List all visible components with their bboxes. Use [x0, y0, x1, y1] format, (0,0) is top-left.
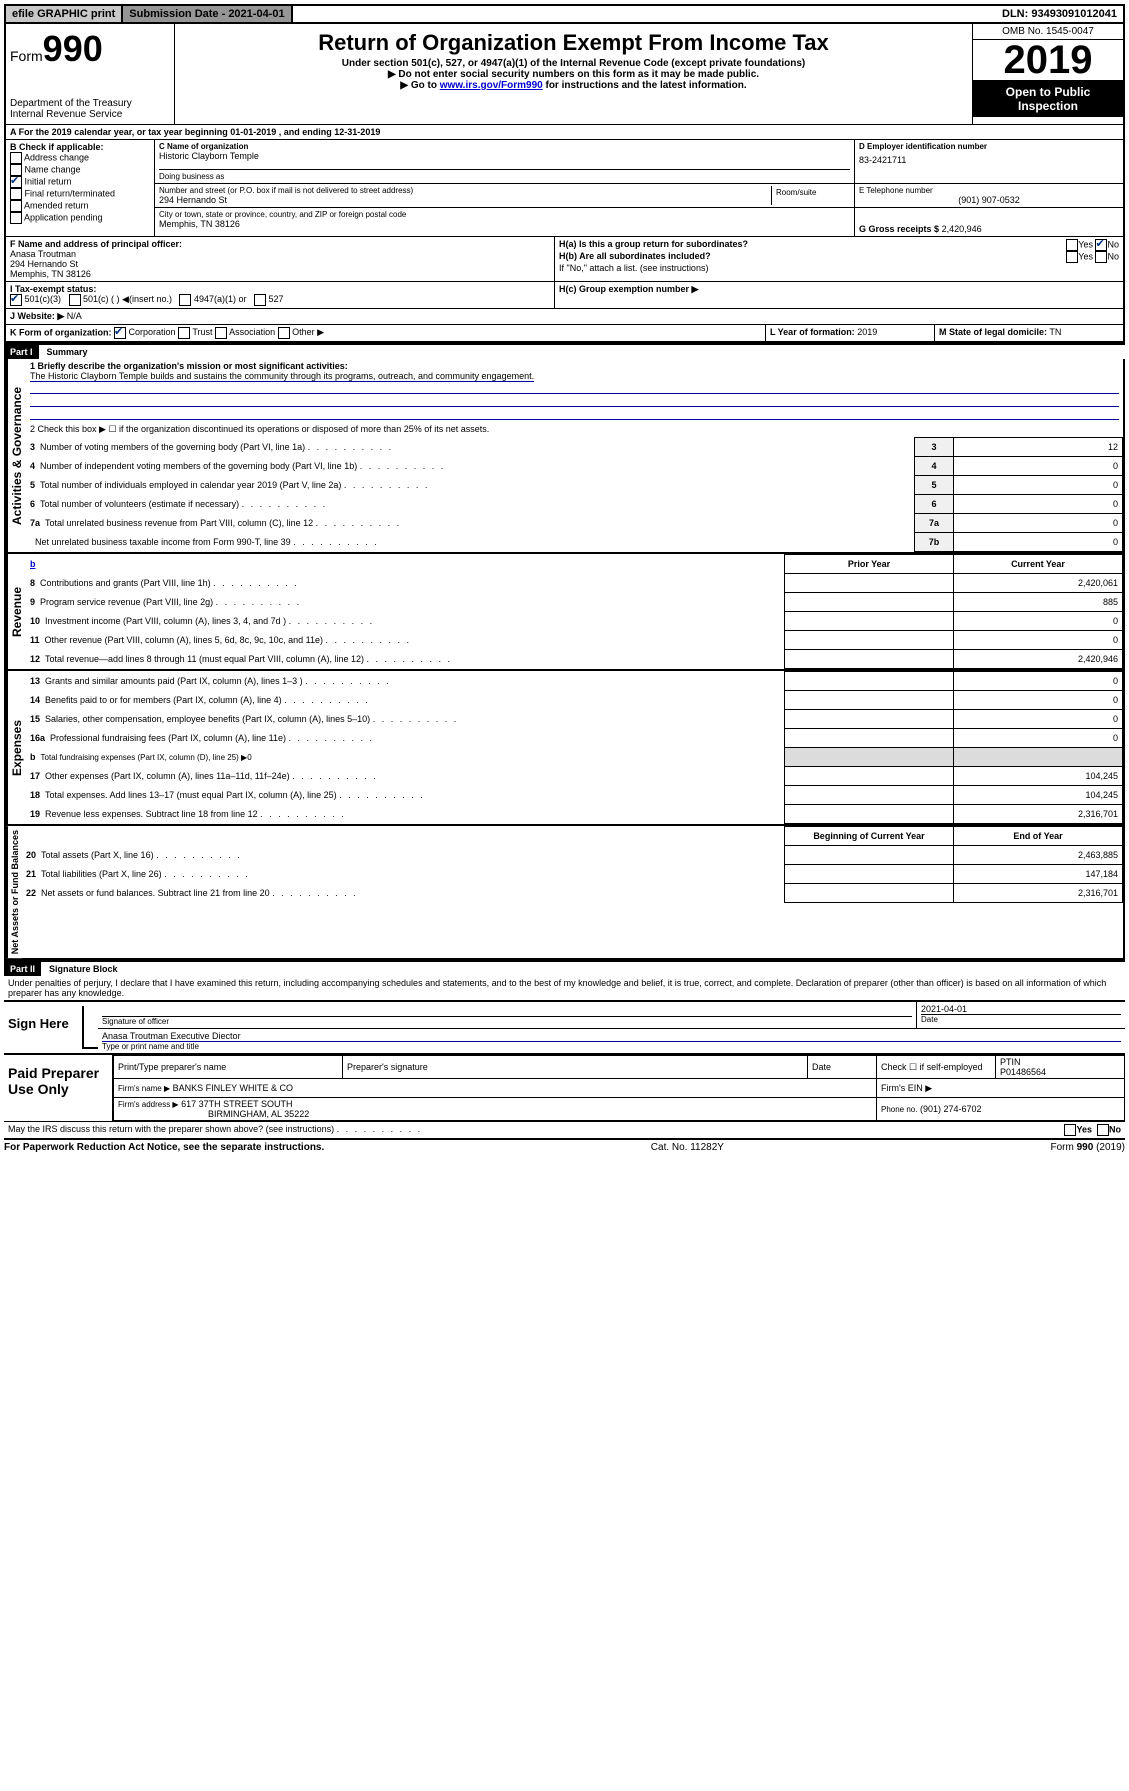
submission-date: Submission Date - 2021-04-01	[123, 6, 292, 22]
org-form-option[interactable]: Trust	[178, 327, 215, 337]
form-title: Return of Organization Exempt From Incom…	[179, 30, 968, 56]
side-governance: Activities & Governance	[6, 359, 26, 552]
checkbox-initial-return[interactable]: Initial return	[10, 176, 150, 188]
part2-header: Part II Signature Block	[4, 960, 1125, 976]
box-f: F Name and address of principal officer:…	[6, 237, 555, 281]
box-c-address: Number and street (or P.O. box if mail i…	[155, 184, 855, 207]
table-row: 10 Investment income (Part VIII, column …	[26, 612, 1123, 631]
table-row: 12 Total revenue—add lines 8 through 11 …	[26, 650, 1123, 669]
form-header: Form990 Department of the Treasury Inter…	[4, 24, 1125, 124]
box-j: J Website: ▶ N/A	[6, 309, 1123, 325]
instructions-link-line: ▶ Go to www.irs.gov/Form990 for instruct…	[179, 80, 968, 91]
expenses-table: 13 Grants and similar amounts paid (Part…	[26, 671, 1123, 824]
table-row: 19 Revenue less expenses. Subtract line …	[26, 805, 1123, 824]
net-assets-table: Beginning of Current YearEnd of Year20 T…	[22, 826, 1123, 903]
checkbox-address-change[interactable]: Address change	[10, 152, 150, 164]
tax-status-option[interactable]: 501(c)(3)	[10, 294, 69, 304]
table-row: 15 Salaries, other compensation, employe…	[26, 710, 1123, 729]
ssn-note: Do not enter social security numbers on …	[179, 69, 968, 80]
checkbox-name-change[interactable]: Name change	[10, 164, 150, 176]
table-row: b Total fundraising expenses (Part IX, c…	[26, 748, 1123, 767]
revenue-table: bPrior YearCurrent Year8 Contributions a…	[26, 554, 1123, 669]
governance-table: 3 Number of voting members of the govern…	[26, 437, 1123, 552]
box-k: K Form of organization: Corporation Trus…	[6, 325, 766, 341]
box-b: B Check if applicable: Address change Na…	[6, 140, 155, 236]
form-number: Form990	[10, 28, 170, 70]
side-revenue: Revenue	[6, 554, 26, 669]
box-l: L Year of formation: 2019	[766, 325, 935, 341]
org-form-option[interactable]: Other ▶	[278, 327, 324, 337]
org-form-option[interactable]: Association	[215, 327, 278, 337]
table-row: 14 Benefits paid to or for members (Part…	[26, 691, 1123, 710]
efile-print-button[interactable]: efile GRAPHIC print	[6, 6, 123, 22]
top-bar: efile GRAPHIC print Submission Date - 20…	[4, 4, 1125, 24]
table-row: 21 Total liabilities (Part X, line 26) 1…	[22, 865, 1123, 884]
table-row: 3 Number of voting members of the govern…	[26, 438, 1123, 457]
table-row: 22 Net assets or fund balances. Subtract…	[22, 884, 1123, 903]
tax-status-option[interactable]: 4947(a)(1) or	[179, 294, 254, 304]
side-expenses: Expenses	[6, 671, 26, 824]
box-h: H(a) Is this a group return for subordin…	[555, 237, 1123, 281]
box-hc: H(c) Group exemption number ▶	[555, 282, 1123, 308]
dln: DLN: 93493091012041	[996, 6, 1123, 22]
box-d: D Employer identification number 83-2421…	[854, 140, 1123, 183]
table-row: 17 Other expenses (Part IX, column (A), …	[26, 767, 1123, 786]
period-line: A For the 2019 calendar year, or tax yea…	[6, 125, 1123, 140]
box-c-name: C Name of organization Historic Clayborn…	[155, 140, 854, 183]
tax-status-option[interactable]: 527	[254, 294, 291, 304]
form-label: Form	[1051, 1142, 1077, 1153]
open-to-public: Open to Public Inspection	[973, 81, 1123, 117]
side-net-assets: Net Assets or Fund Balances	[6, 826, 22, 958]
form990-link[interactable]: www.irs.gov/Form990	[440, 80, 543, 91]
box-m: M State of legal domicile: TN	[935, 325, 1123, 341]
checkbox-application-pending[interactable]: Application pending	[10, 212, 150, 224]
part1-header: Part I Summary	[4, 343, 1125, 359]
box-c-city: City or town, state or province, country…	[155, 208, 855, 236]
table-row: 16a Professional fundraising fees (Part …	[26, 729, 1123, 748]
mission-question: 1 Briefly describe the organization's mi…	[26, 359, 1123, 422]
table-row: 7a Total unrelated business revenue from…	[26, 514, 1123, 533]
box-g: G Gross receipts $ 2,420,946	[855, 208, 1123, 236]
dept-treasury: Department of the Treasury	[10, 98, 170, 109]
link-b[interactable]: b	[30, 559, 36, 569]
table-row: 4 Number of independent voting members o…	[26, 457, 1123, 476]
form-subtitle: Under section 501(c), 527, or 4947(a)(1)…	[179, 58, 968, 69]
table-row: 8 Contributions and grants (Part VIII, l…	[26, 574, 1123, 593]
mission-text: The Historic Clayborn Temple builds and …	[30, 371, 534, 382]
perjury-statement: Under penalties of perjury, I declare th…	[4, 976, 1125, 1000]
table-row: 9 Program service revenue (Part VIII, li…	[26, 593, 1123, 612]
checkbox-amended-return[interactable]: Amended return	[10, 200, 150, 212]
table-row: 11 Other revenue (Part VIII, column (A),…	[26, 631, 1123, 650]
checkbox-final-return-terminated[interactable]: Final return/terminated	[10, 188, 150, 200]
table-row: Net unrelated business taxable income fr…	[26, 533, 1123, 552]
table-row: 18 Total expenses. Add lines 13–17 (must…	[26, 786, 1123, 805]
table-row: 20 Total assets (Part X, line 16) 2,463,…	[22, 846, 1123, 865]
table-row: 5 Total number of individuals employed i…	[26, 476, 1123, 495]
discuss-row: May the IRS discuss this return with the…	[4, 1121, 1125, 1138]
tax-year: 2019	[973, 40, 1123, 81]
sign-here-block: Sign Here Signature of officer 2021-04-0…	[4, 1000, 1125, 1053]
paid-preparer-block: Paid Preparer Use Only Print/Type prepar…	[4, 1053, 1125, 1121]
footer: For Paperwork Reduction Act Notice, see …	[4, 1138, 1125, 1153]
table-row: 6 Total number of volunteers (estimate i…	[26, 495, 1123, 514]
line2: 2 Check this box ▶ ☐ if the organization…	[26, 422, 1123, 437]
box-e: E Telephone number (901) 907-0532	[855, 184, 1123, 207]
tax-status-option[interactable]: 501(c) ( ) ◀(insert no.)	[69, 294, 180, 304]
box-i: I Tax-exempt status: 501(c)(3) 501(c) ( …	[6, 282, 555, 308]
irs-label: Internal Revenue Service	[10, 109, 170, 120]
table-row: 13 Grants and similar amounts paid (Part…	[26, 672, 1123, 691]
org-form-option[interactable]: Corporation	[114, 327, 178, 337]
